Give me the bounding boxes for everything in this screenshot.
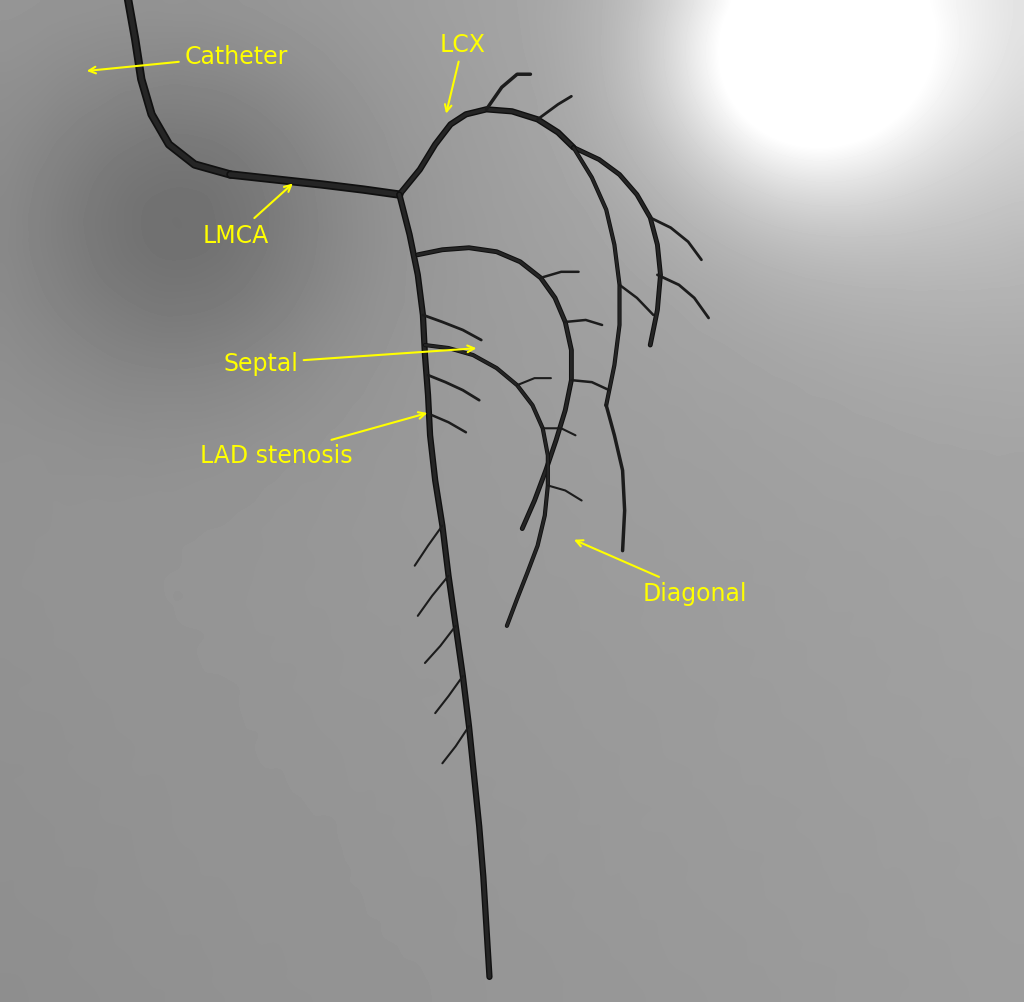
- Text: Catheter: Catheter: [89, 45, 288, 74]
- Text: LAD stenosis: LAD stenosis: [200, 413, 425, 468]
- Text: Septal: Septal: [223, 346, 474, 376]
- Text: LMCA: LMCA: [203, 185, 291, 247]
- Text: LCX: LCX: [440, 33, 485, 112]
- Text: Diagonal: Diagonal: [577, 541, 748, 605]
